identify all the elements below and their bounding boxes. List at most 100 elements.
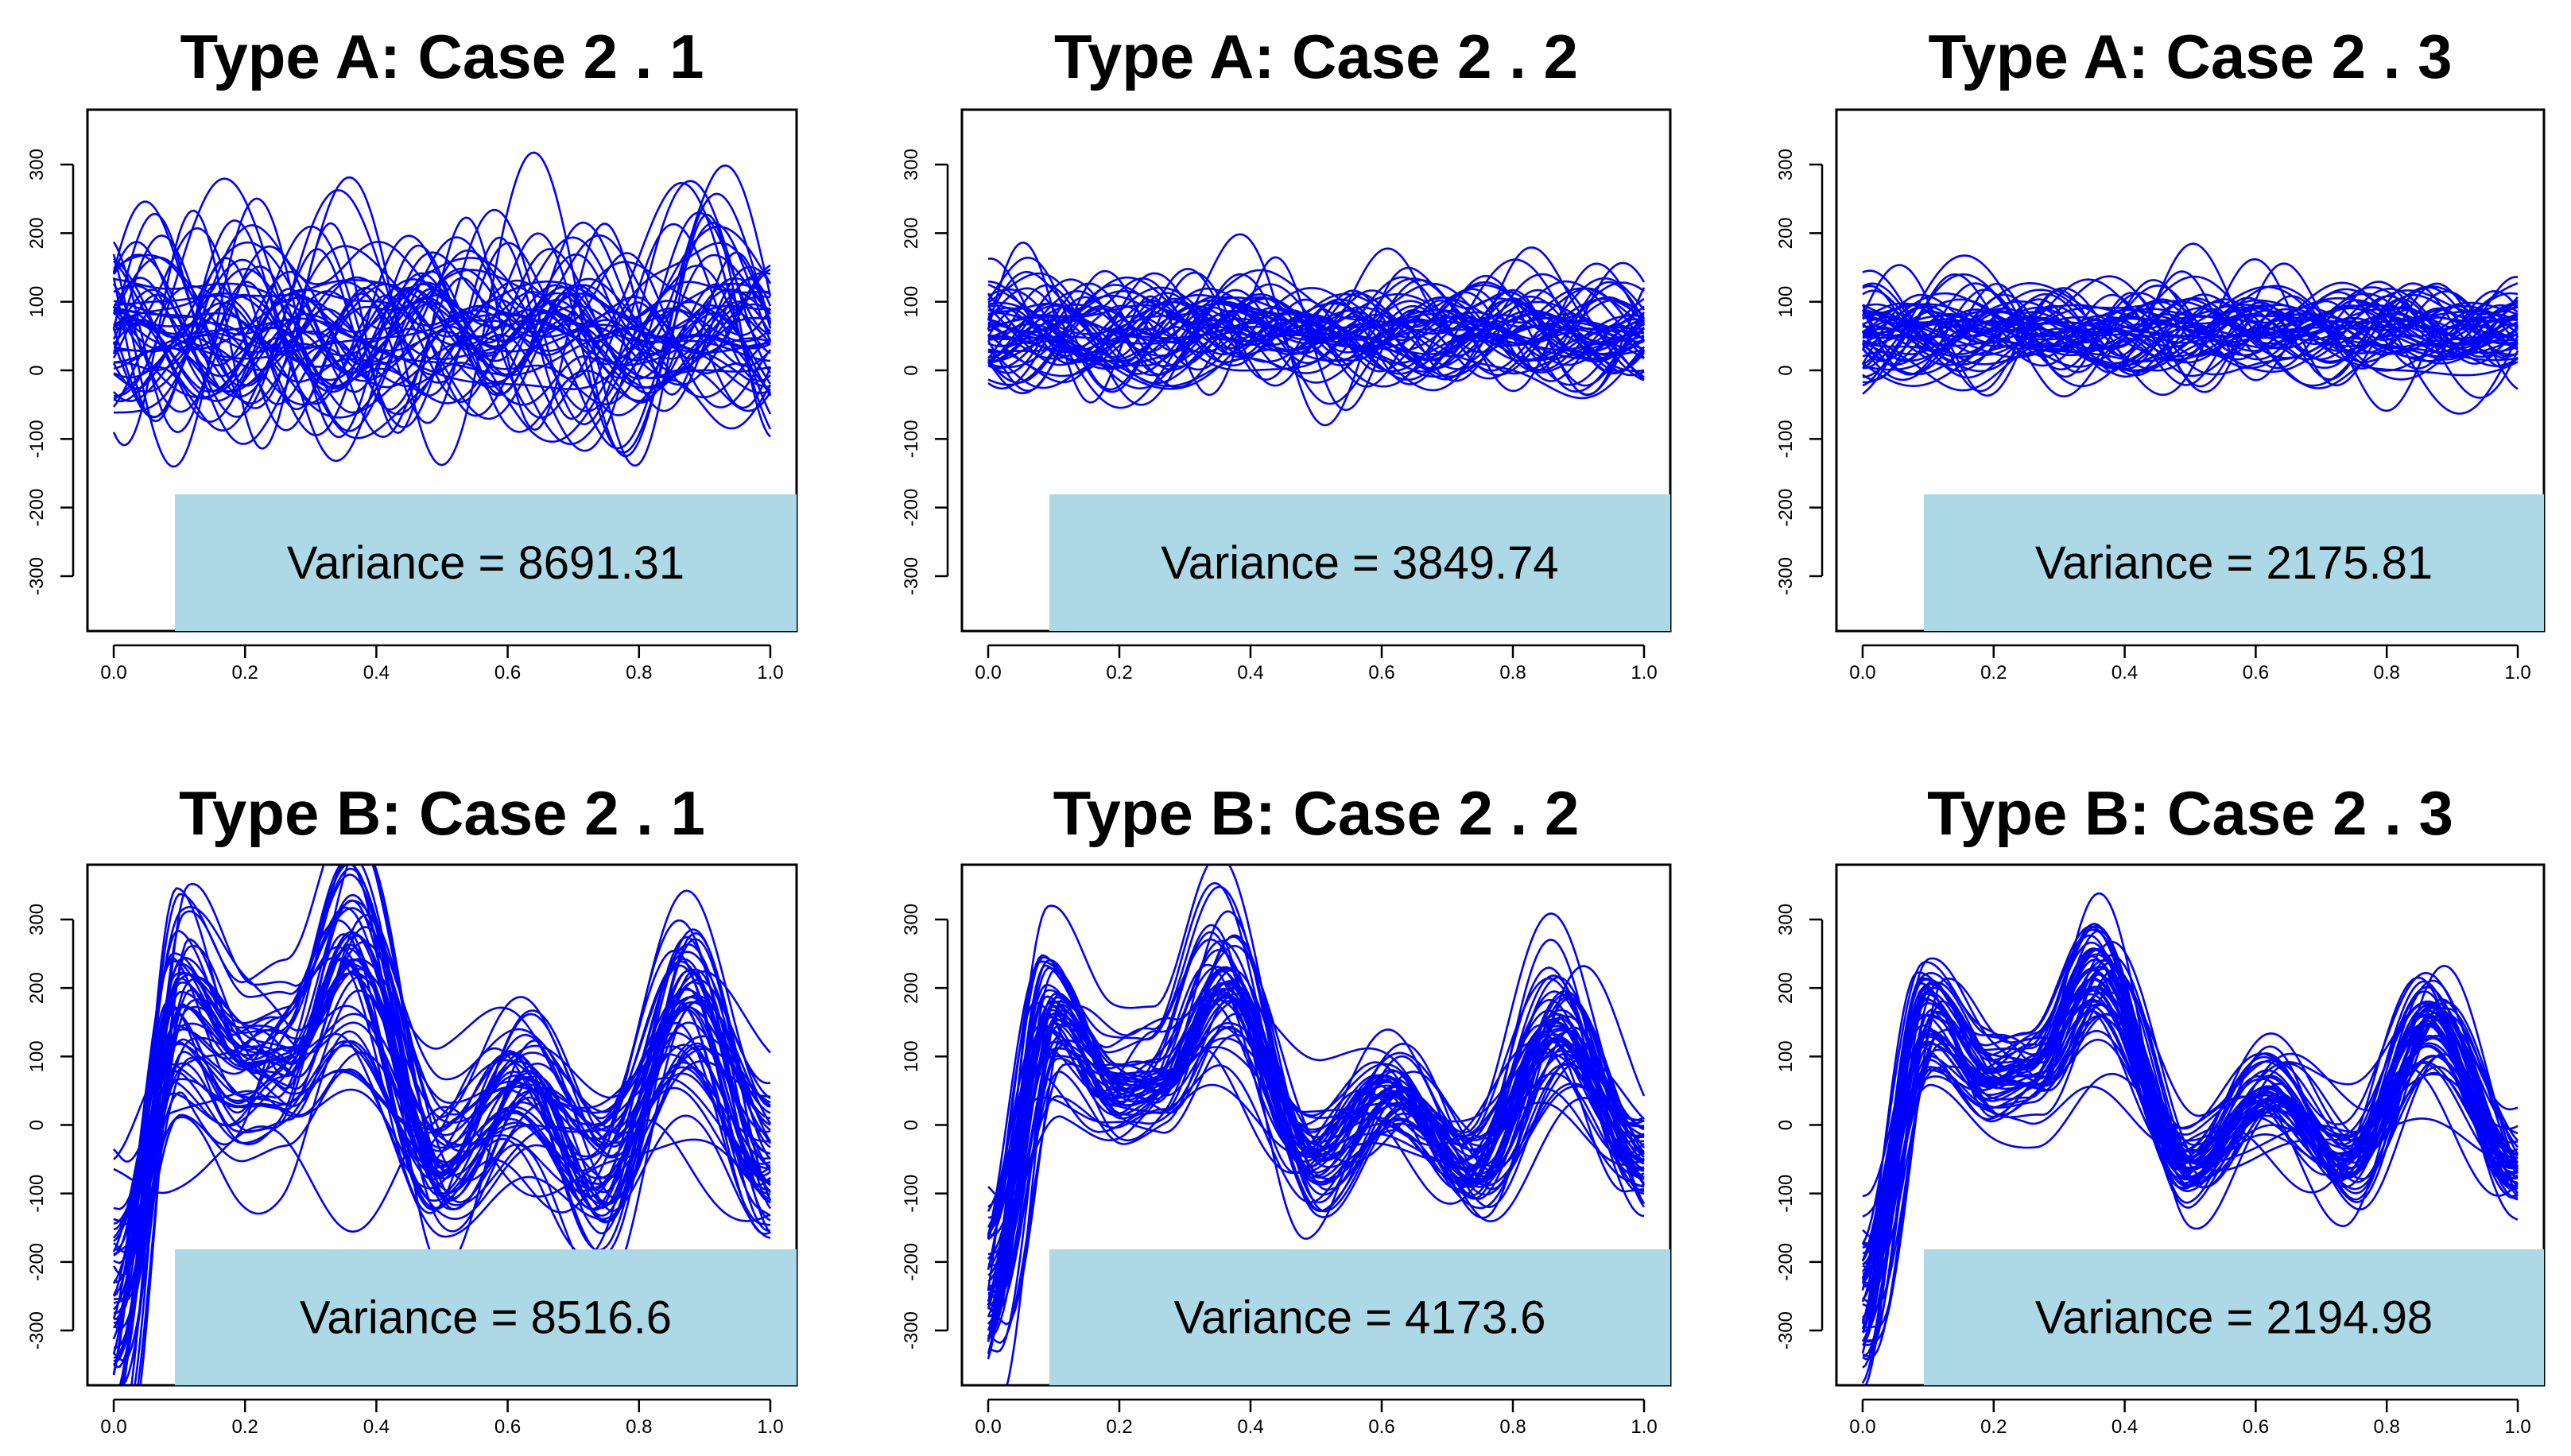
y-tick-label: 100: [901, 286, 922, 318]
series-line: [113, 1106, 771, 1233]
series-line: [118, 893, 771, 1385]
series-line: [1862, 298, 2519, 365]
y-tick-label: -300: [26, 557, 48, 595]
series-line: [112, 1005, 771, 1276]
series-line: [1862, 284, 2519, 361]
series-line: [987, 934, 1646, 1353]
y-tick-label: -200: [901, 489, 922, 527]
series-line: [1861, 941, 2519, 1291]
y-tick-label: -100: [1775, 420, 1797, 458]
series-line: [987, 938, 1645, 1238]
x-tick-label: 0.6: [1368, 662, 1394, 683]
series-line: [987, 273, 1646, 405]
x-tick-label: 1.0: [2504, 662, 2530, 683]
series-line: [987, 261, 1646, 393]
series-line: [1862, 242, 2519, 412]
y-tick-label: -200: [26, 1243, 48, 1281]
chart-title: Type B: Case 2 . 1: [179, 778, 705, 848]
y-tick-label: 300: [1775, 904, 1797, 935]
series-line: [113, 865, 771, 1320]
y-tick-label: -200: [26, 489, 48, 527]
series-line: [1862, 269, 2519, 397]
variance-box: [175, 1249, 797, 1385]
x-tick-label: 0.0: [975, 1416, 1001, 1438]
x-tick-label: 1.0: [2504, 1416, 2530, 1438]
series-line: [987, 247, 1646, 396]
chart-title: Type A: Case 2 . 2: [1054, 21, 1578, 91]
series-line: [1861, 969, 2519, 1354]
series-line: [114, 1045, 772, 1300]
series-line: [987, 299, 1645, 366]
series-line: [122, 887, 771, 1385]
x-tick-label: 0.6: [494, 662, 521, 683]
series-line: [113, 926, 772, 1362]
series-line: [1862, 991, 2519, 1284]
x-tick-label: 1.0: [757, 662, 783, 683]
series-line: [113, 177, 772, 430]
series-line: [113, 972, 771, 1225]
chart-title: Type A: Case 2 . 1: [180, 21, 704, 91]
series-line: [987, 993, 1645, 1299]
series-line: [113, 211, 771, 416]
series-line: [1862, 300, 2519, 363]
x-tick-label: 0.6: [1368, 1416, 1394, 1438]
series-line: [987, 980, 1645, 1299]
series-line: [112, 867, 771, 1296]
y-tick-label: 0: [901, 365, 922, 375]
y-tick-label: 100: [901, 1040, 922, 1072]
x-tick-label: 0.6: [494, 1416, 521, 1438]
curve-group: [987, 865, 1646, 1385]
x-tick-label: 0.2: [1106, 1416, 1132, 1438]
series-line: [113, 221, 772, 463]
series-line: [113, 242, 772, 440]
y-tick-label: -100: [901, 1175, 922, 1213]
series-line: [113, 1022, 771, 1231]
variance-label: Variance = 3849.74: [1161, 537, 1558, 589]
series-line: [1861, 948, 2519, 1333]
series-line: [113, 283, 771, 417]
chart-panel: Type A: Case 2 . 1 -300 -200 -100 0 100 200 300…: [26, 21, 798, 683]
variance-box: [1049, 1249, 1670, 1385]
x-tick-label: 0.0: [975, 662, 1001, 683]
y-tick-label: 300: [26, 149, 48, 180]
y-tick-label: -300: [26, 1311, 48, 1350]
series-line: [1861, 928, 2519, 1245]
y-tick-label: 100: [26, 1040, 48, 1072]
x-tick-label: 0.4: [363, 1416, 390, 1438]
curve-group: [1861, 242, 2519, 415]
x-tick-label: 0.6: [2243, 662, 2269, 683]
y-tick-label: -300: [1775, 557, 1797, 595]
variance-label: Variance = 8516.6: [300, 1292, 672, 1344]
series-line: [987, 272, 1645, 406]
curve-group: [112, 865, 772, 1385]
curve-group: [1861, 892, 2519, 1385]
series-line: [112, 221, 772, 414]
series-line: [112, 932, 772, 1340]
series-line: [112, 180, 772, 452]
variance-box: [1924, 1249, 2544, 1385]
y-tick-label: 300: [901, 904, 922, 935]
y-tick-label: 0: [26, 365, 48, 375]
x-tick-label: 0.8: [626, 1416, 652, 1438]
series-line: [1862, 282, 2519, 388]
x-tick-label: 0.4: [1237, 1416, 1263, 1438]
series-line: [1862, 989, 2519, 1319]
y-tick-label: 200: [26, 972, 48, 1004]
variance-label: Variance = 4173.6: [1173, 1292, 1545, 1344]
x-tick-label: 1.0: [1631, 1416, 1657, 1438]
y-tick-label: 100: [1775, 286, 1797, 318]
curve-group: [987, 233, 1646, 427]
x-tick-label: 0.0: [1849, 1416, 1875, 1438]
y-tick-label: 0: [1775, 1120, 1797, 1130]
x-tick-label: 1.0: [757, 1416, 783, 1438]
series-line: [1861, 304, 2519, 376]
y-tick-label: -100: [901, 420, 922, 458]
y-tick-label: 300: [26, 904, 48, 935]
series-line: [987, 246, 1645, 391]
curve-group: [112, 151, 772, 468]
y-tick-label: -200: [901, 1243, 922, 1281]
y-tick-label: 300: [901, 149, 922, 180]
variance-box: [1924, 494, 2544, 631]
series-line: [987, 287, 1645, 389]
x-tick-label: 0.6: [2243, 1416, 2269, 1438]
